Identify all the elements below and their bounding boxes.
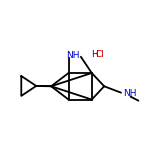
Text: NH: NH: [123, 89, 137, 98]
Text: NH: NH: [66, 51, 79, 60]
Text: H: H: [91, 50, 98, 59]
Text: Cl: Cl: [96, 50, 104, 59]
